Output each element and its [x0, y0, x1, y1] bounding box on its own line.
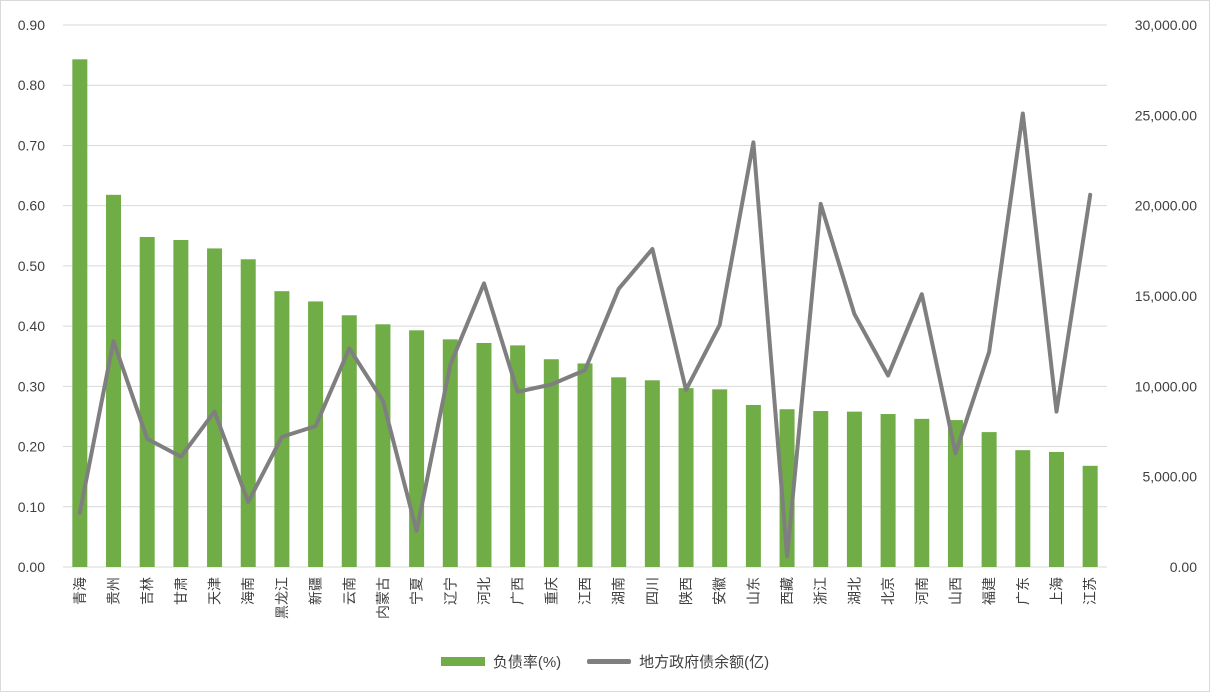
left-tick-label: 0.80 [18, 77, 45, 93]
category-label: 新疆 [308, 577, 324, 605]
right-axis-ticks: 0.00 5,000.00 10,000.00 15,000.00 20,000.00 2… [1135, 17, 1198, 575]
category-label: 辽宁 [442, 577, 458, 605]
category-label: 重庆 [543, 577, 559, 605]
bar [543, 359, 559, 567]
left-tick-label: 0.90 [18, 17, 45, 33]
category-label: 陕西 [678, 577, 694, 605]
combo-chart: 0.00 0.10 0.20 0.30 0.40 0.50 0.60 0.70 0.80 0.90… [18, 17, 1198, 619]
category-label: 吉林 [139, 577, 155, 605]
right-tick-label: 20,000.00 [1135, 198, 1197, 214]
category-label: 江西 [577, 577, 593, 605]
category-label: 青海 [72, 577, 88, 605]
bar [745, 405, 761, 567]
bar-series [72, 59, 1098, 568]
right-tick-label: 5,000.00 [1143, 469, 1198, 485]
line-series [77, 111, 1093, 559]
bar [644, 380, 660, 567]
category-label: 山西 [947, 577, 963, 605]
left-tick-label: 0.20 [18, 439, 45, 455]
category-label: 山东 [745, 577, 761, 605]
category-label: 河南 [914, 577, 930, 605]
category-label: 湖北 [846, 577, 862, 605]
category-label: 福建 [981, 577, 997, 605]
bar [139, 236, 155, 567]
bar [1082, 465, 1098, 567]
category-label: 广东 [1015, 577, 1031, 605]
category-label: 浙江 [813, 577, 829, 605]
right-tick-label: 10,000.00 [1135, 378, 1197, 394]
legend-item-line: 地方政府债余额(亿) [587, 651, 769, 672]
bar [981, 432, 997, 567]
bar [914, 418, 930, 567]
category-label: 上海 [1048, 577, 1064, 605]
bar [72, 59, 88, 568]
category-label: 宁夏 [409, 577, 425, 605]
bar [813, 411, 829, 567]
category-labels: 青海 贵州 吉林 甘肃 天津 海南 黑龙江 新疆 云南 内蒙古 宁夏 辽宁 河北 广西 重庆 江西 湖南 四川 陕西… [72, 577, 1098, 619]
category-label: 天津 [207, 577, 223, 605]
bar [510, 345, 526, 567]
bar [240, 259, 256, 567]
bar [947, 420, 963, 567]
bar [880, 414, 896, 567]
legend-label-bar: 负债率(%) [492, 654, 562, 671]
bar [476, 342, 492, 567]
bar [106, 194, 122, 567]
category-label: 贵州 [106, 577, 122, 605]
legend-label-line: 地方政府债余额(亿) [639, 654, 770, 671]
category-label: 甘肃 [173, 577, 189, 605]
bar [375, 324, 391, 567]
right-tick-label: 25,000.00 [1135, 107, 1197, 123]
category-label: 湖南 [611, 577, 627, 605]
category-label: 四川 [644, 577, 660, 605]
bar [577, 363, 593, 567]
left-tick-label: 0.70 [18, 137, 45, 153]
right-tick-label: 30,000.00 [1135, 17, 1197, 33]
bar [341, 315, 357, 567]
category-label: 云南 [341, 577, 357, 605]
category-label: 海南 [240, 577, 256, 605]
category-label: 黑龙江 [274, 577, 290, 619]
bar [207, 248, 223, 567]
left-tick-label: 0.30 [18, 378, 45, 394]
legend: 负债率(%) 地方政府债余额(亿) [1, 651, 1209, 672]
bar [611, 377, 627, 567]
bar [712, 389, 728, 567]
left-axis-ticks: 0.00 0.10 0.20 0.30 0.40 0.50 0.60 0.70 0.80 0.90 [18, 17, 45, 575]
bar [442, 339, 458, 567]
category-label: 北京 [880, 577, 896, 605]
legend-swatch-line [587, 659, 632, 664]
category-label: 西藏 [779, 577, 795, 605]
left-tick-label: 0.00 [18, 559, 45, 575]
category-label: 江苏 [1082, 577, 1098, 605]
category-label: 内蒙古 [375, 577, 391, 619]
bar [1048, 451, 1064, 567]
left-tick-label: 0.10 [18, 499, 45, 515]
legend-item-bar: 负债率(%) [440, 651, 562, 672]
bar [308, 301, 324, 567]
bar [678, 388, 694, 567]
right-tick-label: 15,000.00 [1135, 288, 1197, 304]
category-label: 广西 [510, 577, 526, 605]
bar [274, 291, 290, 567]
bar [1015, 450, 1031, 567]
left-tick-label: 0.50 [18, 258, 45, 274]
gridlines [63, 24, 1107, 568]
category-label: 河北 [476, 577, 492, 605]
left-tick-label: 0.40 [18, 318, 45, 334]
bar [846, 411, 862, 567]
bar [173, 239, 189, 567]
left-tick-label: 0.60 [18, 198, 45, 214]
right-tick-label: 0.00 [1170, 559, 1197, 575]
legend-swatch-bar [440, 657, 485, 666]
category-label: 安徽 [712, 577, 728, 605]
